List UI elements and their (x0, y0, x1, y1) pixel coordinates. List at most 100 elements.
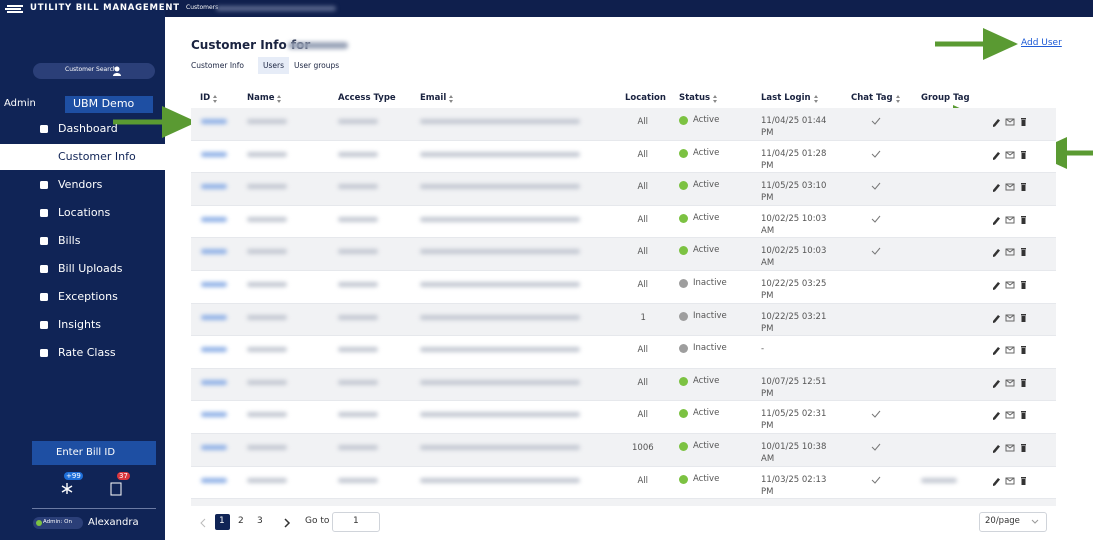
row-actions (993, 346, 1026, 356)
brand-logo (5, 5, 23, 13)
status-dot (679, 116, 688, 125)
table-fade (191, 499, 1056, 506)
status-dot (679, 181, 688, 191)
blurred-cell (420, 282, 580, 287)
blurred-cell (247, 282, 287, 287)
page-number[interactable]: 1 (219, 516, 225, 526)
location: All (637, 247, 649, 258)
table-row (191, 205, 1056, 239)
nav-icon (40, 237, 48, 245)
page-size: 20/page (985, 516, 1020, 526)
status: Active (693, 180, 720, 191)
chat-tag-check (871, 248, 881, 256)
last-login: 10/07/25 12:51 PM (761, 376, 827, 399)
column-header: Chat Tag (851, 93, 893, 103)
page-size-select[interactable] (979, 512, 1047, 532)
column-header: Status (679, 93, 711, 103)
blurred-cell (338, 249, 378, 255)
table-row (191, 368, 1056, 402)
status-dot (679, 246, 688, 256)
bill-search[interactable] (32, 441, 156, 465)
nav-item[interactable]: Insights (58, 318, 102, 331)
table-row (191, 238, 1056, 271)
tab[interactable]: Customer Info (191, 61, 245, 70)
table-row (191, 271, 1056, 304)
last-login: 11/05/25 03:10 PM (761, 181, 827, 204)
next-page (284, 518, 291, 528)
row-actions (993, 281, 1026, 290)
customer-search[interactable] (33, 63, 155, 79)
blurred-cell (201, 347, 227, 353)
status: Active (693, 375, 720, 386)
sort-icon (896, 95, 900, 103)
nav-icon (40, 321, 48, 329)
account-box[interactable] (65, 96, 153, 113)
blurred-cell (247, 445, 287, 450)
nav-icon (40, 349, 48, 357)
location: 1006 (632, 443, 654, 453)
row-actions (993, 183, 1026, 193)
nav-item[interactable]: Locations (58, 206, 111, 219)
nav-item[interactable]: Vendors (58, 178, 103, 191)
blurred-cell (420, 445, 580, 450)
status: Active (693, 115, 720, 125)
table-row (191, 401, 1056, 434)
tab[interactable]: Users (263, 61, 285, 70)
add-user[interactable]: Add User (1021, 38, 1062, 48)
chat-tag-check (871, 117, 881, 125)
column-header: Email (420, 93, 447, 103)
blurred-cell (247, 119, 287, 124)
blurred-cell (247, 347, 287, 353)
location: All (637, 214, 649, 225)
row-actions (993, 444, 1026, 453)
go-to-input[interactable] (332, 512, 380, 532)
nav-item[interactable]: Bills (58, 234, 81, 247)
page-size-caret (1031, 519, 1039, 524)
blurred-cell (420, 119, 580, 124)
status: Inactive (693, 310, 727, 321)
blurred-cell (420, 216, 580, 222)
nav-item[interactable]: Dashboard (58, 122, 118, 135)
nav-item[interactable]: Customer Info (58, 150, 136, 163)
blurred-cell (201, 119, 227, 124)
status-dot (679, 344, 688, 354)
row-actions (993, 378, 1026, 388)
blurred-cell (338, 412, 378, 418)
chat-tag-check (871, 150, 881, 158)
admin-toggle[interactable] (33, 517, 83, 529)
location: All (637, 182, 649, 193)
blurred-cell (201, 379, 227, 385)
last-login: - (761, 344, 765, 355)
table-row (191, 140, 1056, 174)
row-actions (993, 476, 1026, 486)
blurred-cell (420, 412, 580, 418)
last-login: 11/04/25 01:44 PM (761, 116, 827, 138)
status: Active (693, 147, 720, 158)
row-actions (993, 411, 1026, 421)
status-dot (679, 409, 688, 419)
status-dot (679, 474, 688, 484)
table-row (191, 173, 1056, 206)
tab[interactable]: User groups (294, 61, 340, 70)
location: All (637, 410, 649, 421)
nav-item[interactable]: Rate Class (58, 346, 116, 359)
bill-search-label: Enter Bill ID (56, 447, 116, 458)
chat-tag-check (871, 411, 881, 419)
blurred-cell (338, 119, 378, 124)
nav-item[interactable]: Bill Uploads (58, 262, 123, 275)
blurred-cell (247, 477, 287, 483)
page-number[interactable]: 3 (257, 516, 263, 526)
last-login: 10/22/25 03:21 PM (761, 311, 827, 334)
tab-active-bg (258, 57, 289, 74)
column-header: Location (625, 93, 666, 103)
blurred-cell (420, 477, 580, 483)
nav-icon (40, 265, 48, 273)
page-number[interactable]: 2 (238, 516, 244, 526)
location: All (637, 377, 649, 388)
blurred-cell (338, 477, 378, 483)
blurred-cell (338, 184, 378, 190)
blurred-cell (338, 314, 378, 320)
table-row (191, 303, 1056, 337)
go-to-value: 1 (353, 516, 359, 526)
nav-item[interactable]: Exceptions (58, 290, 118, 303)
